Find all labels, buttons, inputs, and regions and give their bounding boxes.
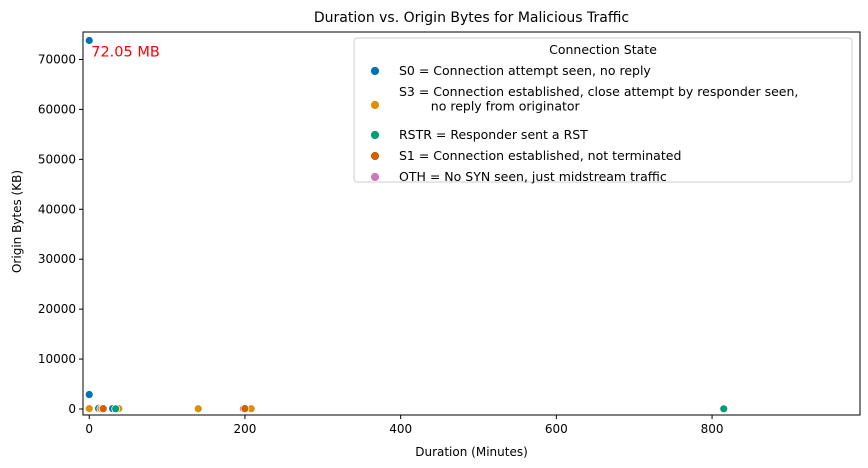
y-tick-label-40000: 40000 bbox=[38, 202, 76, 216]
y-tick-label-50000: 50000 bbox=[38, 152, 76, 166]
legend-label-2: RSTR = Responder sent a RST bbox=[399, 127, 588, 142]
chart-title: Duration vs. Origin Bytes for Malicious … bbox=[314, 10, 629, 26]
point-series2-0 bbox=[111, 404, 121, 414]
legend-marker-4 bbox=[370, 172, 380, 182]
x-tick-label-200: 200 bbox=[233, 422, 256, 436]
legend-marker-2 bbox=[370, 130, 380, 140]
x-axis-label: Duration (Minutes) bbox=[415, 445, 528, 459]
point-series1-0 bbox=[84, 404, 94, 414]
y-tick-label-20000: 20000 bbox=[38, 302, 76, 316]
legend-title: Connection State bbox=[549, 42, 657, 57]
y-axis-label: Origin Bytes (KB) bbox=[10, 170, 24, 273]
point-series2-1 bbox=[719, 404, 729, 414]
legend-marker-1 bbox=[370, 100, 380, 110]
y-tick-label-0: 0 bbox=[68, 402, 76, 416]
legend-label-1: S3 = Connection established, close attem… bbox=[399, 84, 798, 114]
legend-label-4: OTH = No SYN seen, just midstream traffi… bbox=[399, 169, 667, 184]
legend-label-3: S1 = Connection established, not termina… bbox=[399, 148, 681, 163]
x-tick-label-800: 800 bbox=[701, 422, 724, 436]
plot-area: 0 200 400 600 800 0 10000 20000 30000 40000 50000 6… bbox=[38, 31, 861, 436]
point-series3-0 bbox=[98, 404, 108, 414]
annotation-0: 72.05 MB bbox=[91, 44, 160, 60]
x-tick-label-600: 600 bbox=[545, 422, 568, 436]
y-tick-label-70000: 70000 bbox=[38, 52, 76, 66]
legend: Connection State S0 = Connection attempt … bbox=[353, 37, 853, 184]
legend-label-0: S0 = Connection attempt seen, no reply bbox=[399, 63, 651, 78]
point-series1-3 bbox=[193, 404, 203, 414]
point-series3-2 bbox=[240, 404, 250, 414]
y-tick-label-30000: 30000 bbox=[38, 252, 76, 266]
y-tick-label-60000: 60000 bbox=[38, 102, 76, 116]
x-tick-label-0: 0 bbox=[85, 422, 93, 436]
x-tick-label-400: 400 bbox=[389, 422, 412, 436]
legend-marker-0 bbox=[370, 66, 380, 76]
plot-frame bbox=[82, 31, 861, 416]
point-series0-1 bbox=[84, 390, 94, 399]
y-tick-label-10000: 10000 bbox=[38, 352, 76, 366]
legend-box bbox=[353, 37, 853, 183]
point-series0-0 bbox=[84, 36, 94, 45]
legend-marker-3 bbox=[370, 151, 380, 161]
